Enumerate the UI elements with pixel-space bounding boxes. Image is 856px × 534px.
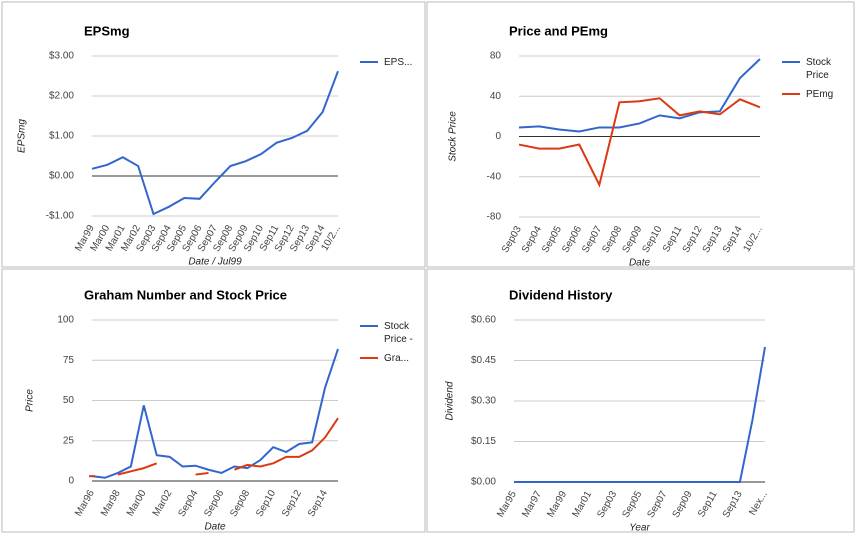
chart-title: EPSmg [84, 23, 130, 38]
y-tick-label: 80 [490, 51, 502, 62]
panel [426, 1, 855, 268]
y-axis-title: Stock Price [448, 111, 459, 162]
x-tick-label: Mar99 [545, 489, 569, 519]
x-tick-label: Mar01 [570, 489, 594, 519]
x-axis-title: Date [629, 258, 651, 269]
legend-label: EPS... [384, 57, 413, 68]
x-tick-label: Sep03 [595, 489, 619, 520]
y-tick-label: $0.45 [471, 355, 496, 366]
x-tick-label: Sep07 [645, 489, 669, 520]
y-tick-label: 50 [63, 395, 75, 406]
chart-title: Price and PEmg [509, 23, 608, 38]
y-tick-label: $3.00 [49, 51, 74, 62]
x-tick-label: Mar02 [151, 488, 175, 518]
y-tick-label: $0.15 [471, 436, 496, 447]
y-tick-label: 0 [68, 476, 74, 487]
x-tick-label: Sep10 [640, 224, 664, 255]
line-series [514, 346, 766, 483]
y-tick-label: $2.00 [49, 91, 74, 102]
y-tick-label: 0 [495, 131, 501, 142]
y-axis-title: Price [25, 389, 36, 412]
x-tick-label: Mar00 [125, 488, 149, 518]
y-tick-label: 75 [63, 355, 75, 366]
y-tick-label: 100 [57, 315, 74, 326]
chart-title: Dividend History [509, 287, 613, 302]
y-tick-label: $1.00 [49, 131, 74, 142]
x-tick-label: Sep14 [721, 224, 745, 255]
line-series [195, 471, 209, 476]
line-series [117, 462, 158, 476]
x-tick-label: Sep12 [280, 488, 304, 519]
y-tick-label: $0.00 [49, 171, 74, 182]
x-tick-label: Mar96 [73, 488, 97, 518]
x-tick-label: Sep09 [671, 489, 695, 520]
line-series [518, 97, 761, 188]
x-tick-label: Sep11 [696, 489, 720, 519]
y-tick-label: 25 [63, 435, 75, 446]
y-tick-label: $0.30 [471, 396, 496, 407]
y-tick-label: -$1.00 [46, 211, 75, 222]
legend-label: Gra... [384, 353, 410, 364]
x-axis-title: Date [204, 522, 226, 533]
legend-label: Stock Price - [384, 321, 413, 345]
chart-title: Graham Number and Stock Price [84, 287, 287, 302]
y-tick-label: $0.00 [471, 477, 496, 488]
x-axis-title: Year [629, 523, 650, 534]
legend-label: Stock Price [806, 57, 832, 81]
x-tick-label: Nex... [747, 489, 770, 517]
x-axis-title: Date / Jul99 [188, 257, 242, 268]
x-tick-label: Sep14 [306, 488, 330, 519]
x-tick-label: Sep05 [620, 489, 644, 520]
line-series [234, 417, 339, 471]
x-tick-label: Sep06 [202, 488, 226, 519]
x-tick-label: Sep10 [254, 488, 278, 519]
x-tick-label: Mar98 [99, 488, 123, 518]
panel [1, 1, 426, 268]
y-tick-label: 40 [490, 91, 502, 102]
x-tick-label: Mar95 [495, 489, 519, 519]
x-tick-label: Sep08 [228, 488, 252, 519]
line-series [518, 58, 761, 133]
panel [1, 268, 426, 533]
y-tick-label: -80 [487, 212, 502, 223]
x-tick-label: 10/2... [741, 224, 764, 254]
y-tick-label: -40 [487, 171, 502, 182]
line-series [91, 348, 339, 479]
legend-label: PEmg [806, 89, 834, 100]
x-tick-label: Mar97 [520, 489, 544, 519]
y-axis-title: Dividend [445, 381, 456, 420]
y-axis-title: EPSmg [17, 119, 28, 153]
line-series [91, 70, 339, 216]
y-tick-label: $0.60 [471, 315, 496, 326]
panel [426, 268, 855, 533]
x-tick-label: Sep13 [721, 489, 745, 520]
x-tick-label: Sep04 [176, 488, 200, 519]
